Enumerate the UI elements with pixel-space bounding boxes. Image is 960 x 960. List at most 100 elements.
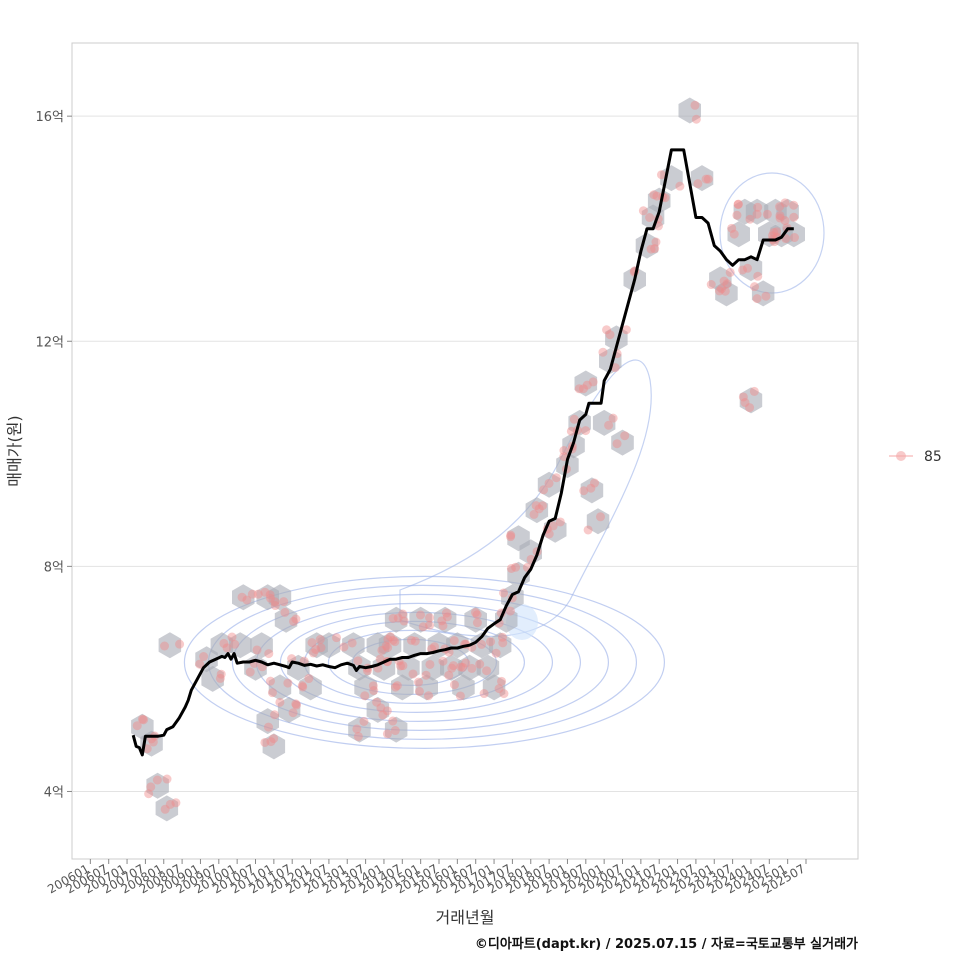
hexbin [647,187,671,214]
hexbin [776,198,799,225]
transaction-point [595,512,605,522]
y-tick-label-0: 4억 [44,785,64,800]
transaction-point [372,697,382,707]
transaction-point [291,614,301,624]
transaction-point [216,669,226,679]
transaction-point [772,227,782,237]
transaction-point [408,669,418,679]
transaction-point [534,504,544,514]
transaction-point [165,799,175,809]
transaction-point [227,632,237,642]
transaction-point [448,661,458,671]
transaction-point [353,731,363,741]
transaction-point [260,587,270,597]
transaction-point [456,662,466,672]
transaction-point [378,710,388,720]
transaction-point [720,286,730,296]
transaction-point [298,682,308,692]
hexbin [146,772,169,799]
transaction-point [690,100,700,110]
hexbin [250,632,273,659]
transaction-point [559,446,569,456]
transaction-point [472,610,482,620]
hexbin [210,632,234,659]
transaction-point [383,643,393,653]
transaction-point [551,473,561,483]
transaction-point [717,284,727,294]
x-axis-title: 거래년월 [436,908,495,927]
transaction-point [548,521,558,531]
transaction-point [270,710,280,720]
transaction-point [497,632,507,642]
hexbin [268,674,292,701]
transaction-point [703,174,713,184]
transaction-point [438,621,448,631]
line-layer [131,148,794,757]
transaction-point [566,426,576,436]
transaction-point [425,620,435,630]
transaction-point [608,413,618,423]
transaction-point [307,638,317,648]
transaction-point [160,804,170,814]
transaction-point [266,737,276,747]
transaction-point [775,213,785,223]
transaction-point [162,774,172,784]
transaction-point [369,686,379,696]
hexbin [158,632,182,659]
legend-label: 85 [924,449,942,465]
transaction-point [390,637,400,647]
transaction-point [199,652,209,662]
transaction-point [693,179,703,189]
transaction-point [388,716,398,726]
transaction-point [727,223,737,233]
transaction-point [767,231,777,241]
transaction-point [171,798,181,808]
transaction-point [646,244,656,254]
transaction-point [555,517,565,527]
transaction-point [789,200,799,210]
transaction-point [291,699,301,709]
y-tick-label-2: 12억 [35,335,64,350]
transaction-point [270,601,280,611]
x-axis: 2006012006072007012007072008012008072009… [45,859,808,897]
transaction-point [738,392,748,402]
transaction-point [425,613,435,623]
hexbin [378,632,402,659]
transaction-point [311,644,321,654]
y-tick-label-1: 8억 [44,560,64,575]
transaction-point [729,229,739,239]
panel-background [71,42,859,860]
transaction-point [505,606,515,616]
transaction-point [353,656,363,666]
series-line-moving-average [131,148,794,757]
transaction-point [531,501,541,511]
density-contour [183,575,666,750]
hexbin [739,255,763,282]
transaction-point [332,633,342,643]
transaction-point [780,216,790,226]
hexbin [745,198,769,225]
transaction-point [749,386,759,396]
transaction-point [447,663,457,673]
hexbin [690,165,714,192]
transaction-point [132,721,142,731]
hexbin [580,477,604,504]
transaction-point [266,593,276,603]
hexbin [277,696,301,723]
transaction-point [752,294,762,304]
transaction-point [438,656,448,666]
transaction-point [175,639,185,649]
hexbin [440,654,463,681]
transaction-point [574,384,584,394]
transaction-point [506,563,516,573]
transaction-point [388,635,398,645]
hexbin [586,508,610,535]
transaction-point [467,663,477,673]
transaction-point [472,618,482,628]
transaction-point [398,661,408,671]
hexbin [384,606,408,633]
transaction-point [288,708,298,718]
transaction-point [263,722,273,732]
hexbin [458,654,481,681]
transaction-point [750,282,760,292]
